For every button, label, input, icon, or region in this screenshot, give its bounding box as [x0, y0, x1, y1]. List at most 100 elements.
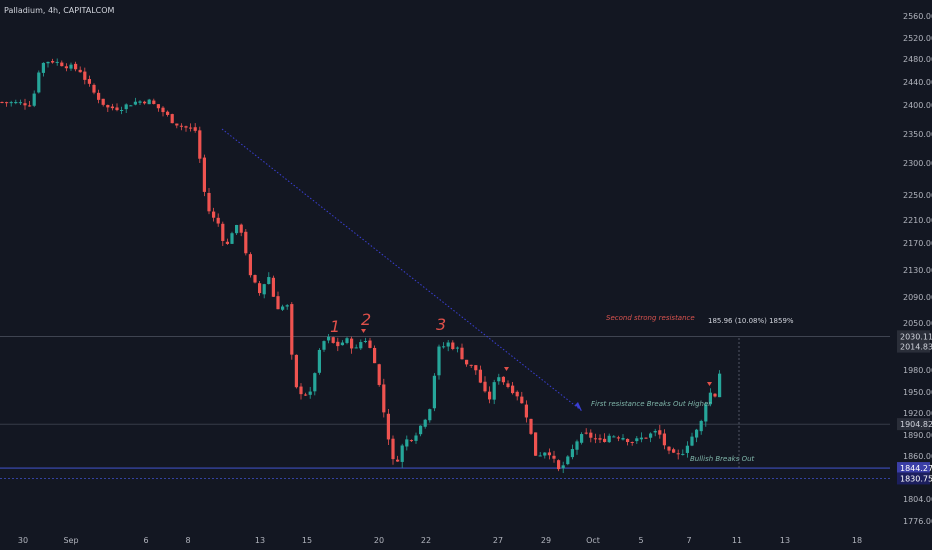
candle-body	[584, 432, 588, 434]
candle-body	[317, 349, 321, 373]
candle-body	[0, 101, 4, 103]
candle-body	[184, 126, 188, 128]
y-tick-label: 2350.00	[903, 130, 932, 139]
candle-body	[662, 433, 666, 446]
candle-body	[626, 438, 630, 443]
candle-body	[695, 429, 699, 438]
candle-body	[152, 100, 156, 104]
candle-body	[501, 376, 505, 383]
candle-body	[83, 71, 87, 80]
candle-body	[704, 404, 708, 422]
candle-body	[373, 347, 377, 364]
candle-body	[32, 93, 36, 106]
candle-body	[92, 84, 96, 93]
y-tick-label: 1950.00	[903, 388, 932, 397]
candle-body	[253, 275, 257, 283]
candle-body	[543, 452, 547, 456]
candle-body	[644, 437, 648, 439]
candle-body	[69, 64, 73, 69]
candle-body	[230, 233, 234, 244]
candle-body	[492, 382, 496, 400]
y-tick-label: 2400.00	[903, 101, 932, 110]
candle-body	[175, 123, 179, 126]
x-tick-label: Oct	[586, 536, 600, 545]
down-arrow-icon	[504, 367, 509, 371]
x-tick-label: 11	[732, 536, 742, 545]
x-tick-label: 6	[143, 536, 148, 545]
down-arrow-icon	[361, 329, 366, 333]
candle-body	[46, 61, 50, 64]
candle-body	[713, 393, 717, 397]
candle-body	[653, 430, 657, 433]
candle-body	[676, 453, 680, 455]
y-tick-label: 2560.00	[903, 12, 932, 21]
candle-body	[575, 441, 579, 450]
candle-body	[294, 354, 298, 388]
candle-body	[455, 347, 459, 349]
candle-body	[340, 342, 344, 346]
candle-body	[368, 340, 372, 348]
candle-body	[74, 63, 78, 70]
down-arrow-icon	[707, 382, 712, 386]
wave-label-2: 2	[361, 310, 371, 329]
candle-body	[672, 449, 676, 453]
x-tick-label: 30	[18, 536, 28, 545]
candle-body	[143, 101, 147, 104]
y-tick-label: 1980.00	[903, 366, 932, 375]
candle-body	[290, 304, 294, 355]
candle-body	[409, 440, 413, 442]
candle-body	[557, 460, 561, 470]
candle-body	[267, 277, 271, 284]
candle-body	[28, 105, 32, 107]
candle-body	[598, 438, 602, 440]
candle-body	[460, 347, 464, 360]
candle-body	[9, 102, 13, 104]
y-tick-label: 2520.00	[903, 34, 932, 43]
candle-body	[87, 79, 91, 84]
candle-body	[239, 224, 243, 233]
candle-body	[221, 223, 225, 241]
candle-body	[469, 364, 473, 366]
candle-body	[129, 105, 133, 107]
candle-body	[524, 404, 528, 418]
candle-body	[327, 336, 331, 341]
candle-body	[639, 437, 643, 440]
candle-body	[170, 114, 174, 124]
candle-body	[14, 102, 18, 104]
candle-body	[382, 384, 386, 413]
candle-body	[423, 419, 427, 427]
candle-body	[511, 385, 515, 394]
candle-body	[515, 391, 519, 397]
candle-body	[193, 127, 197, 131]
price-badge-label: 2030.11	[900, 332, 932, 341]
candle-body	[529, 418, 533, 434]
descending-trendline[interactable]	[221, 128, 583, 412]
candle-body	[589, 432, 593, 438]
candle-body	[37, 72, 41, 93]
x-tick-label: 13	[780, 536, 790, 545]
candle-body	[708, 392, 712, 405]
candle-body	[101, 98, 105, 105]
candle-body	[189, 127, 193, 129]
candle-body	[506, 383, 510, 388]
candle-body	[465, 359, 469, 365]
candle-body	[566, 456, 570, 465]
price-badge-label: 1830.75	[900, 474, 932, 483]
y-tick-label: 2090.00	[903, 293, 932, 302]
candle-body	[23, 103, 27, 106]
candle-body	[207, 192, 211, 212]
candle-body	[621, 437, 625, 440]
price-axis[interactable]: 2560.00 2520.00 2480.00 2440.00 2400.00 2350.…	[903, 12, 932, 526]
candle-body	[377, 364, 381, 385]
candle-body	[428, 409, 432, 421]
time-axis[interactable]: 30 Sep 6 8 13 15 20 22 27 29 Oct 5 7 11 13 18	[18, 536, 862, 545]
y-tick-label: 2130.00	[903, 266, 932, 275]
y-tick-label: 1776.00	[903, 517, 932, 526]
candle-body	[386, 413, 390, 440]
candle-body	[483, 381, 487, 392]
candle-body	[258, 283, 262, 294]
candle-body	[405, 439, 409, 447]
